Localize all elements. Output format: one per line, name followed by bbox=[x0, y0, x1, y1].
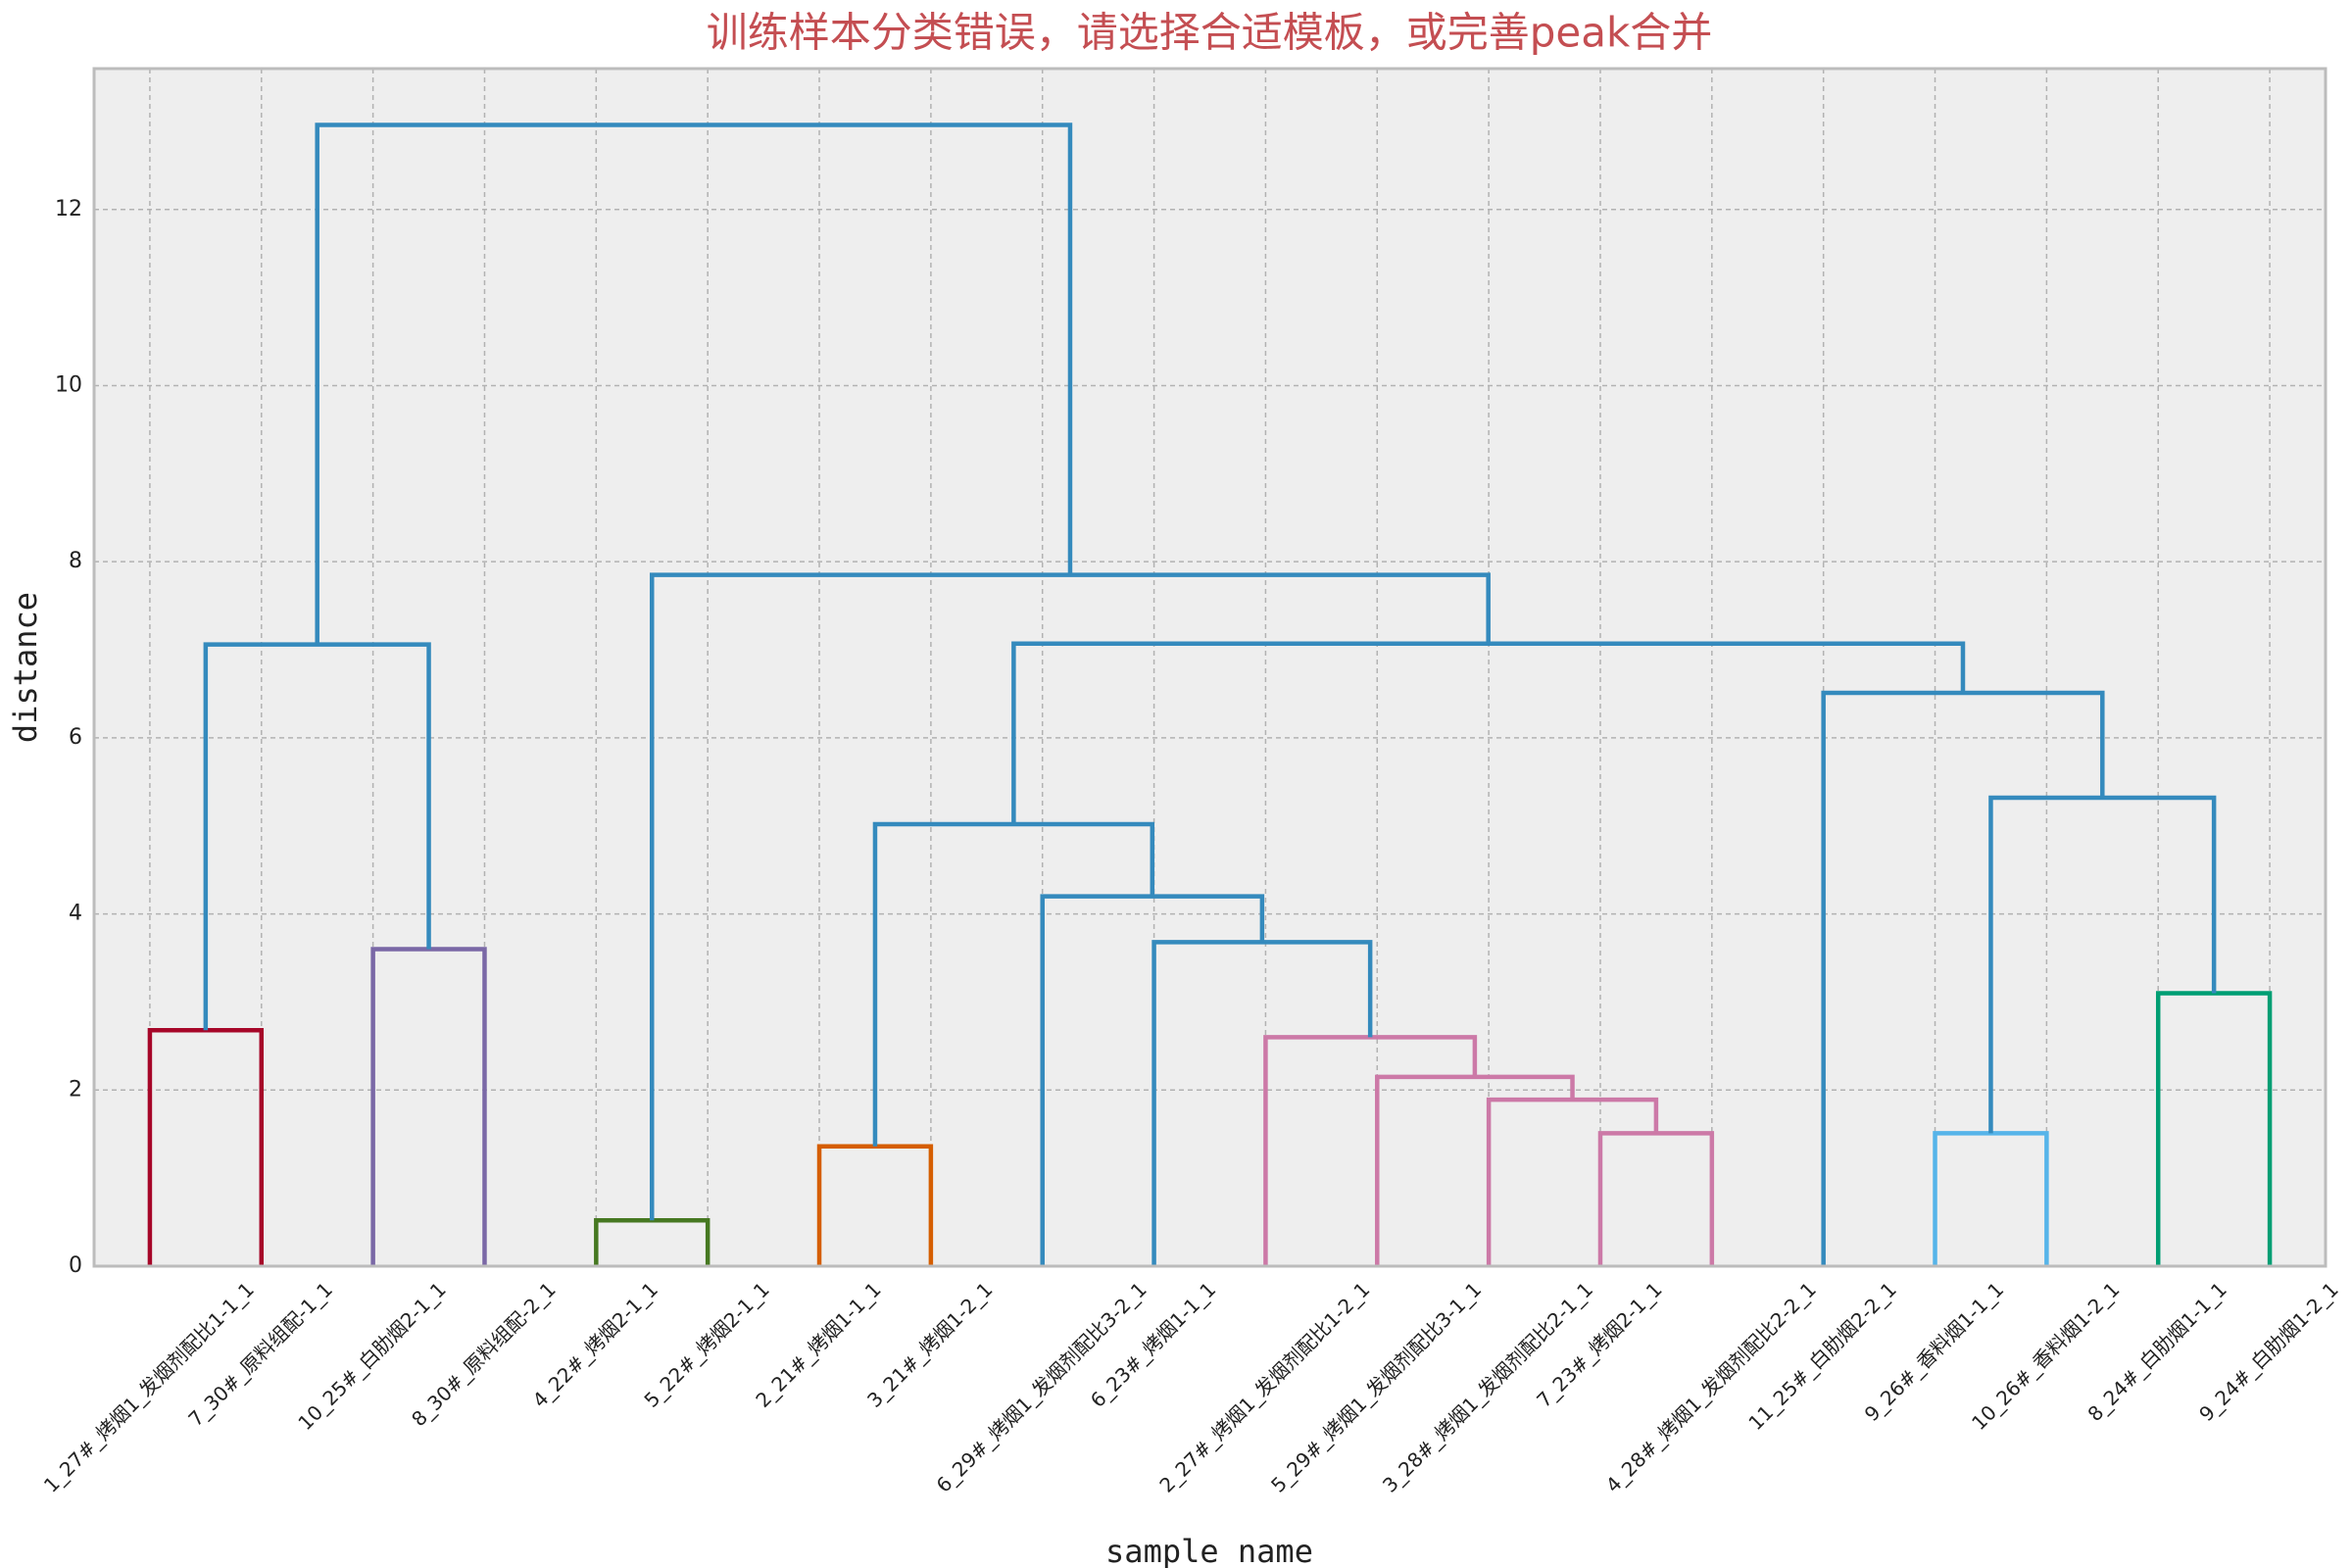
y-tick-label: 6 bbox=[69, 725, 82, 750]
y-axis-label: distance bbox=[7, 592, 44, 743]
chart-title: 训练样本分类错误，请选择合适模板，或完善peak合并 bbox=[707, 9, 1713, 57]
link bbox=[594, 1218, 710, 1266]
y-tick-label: 10 bbox=[55, 372, 82, 397]
y-tick-label: 0 bbox=[69, 1253, 82, 1278]
link bbox=[1040, 894, 1265, 1266]
plot-frame bbox=[92, 67, 2328, 1268]
y-tick-label: 2 bbox=[69, 1077, 82, 1102]
x-tick-label: 6_23#_烤烟1-1_1 bbox=[1086, 1278, 1220, 1412]
link bbox=[1486, 1097, 1659, 1266]
links bbox=[147, 122, 2273, 1266]
y-tick-label: 12 bbox=[55, 197, 82, 221]
link bbox=[1011, 641, 1966, 824]
x-tick-label: 3_21#_烤烟1-2_1 bbox=[862, 1278, 997, 1412]
y-tick-label: 8 bbox=[69, 549, 82, 573]
x-tick-label: 5_29#_烤烟1_发烟剂配比3-1_1 bbox=[1266, 1278, 1486, 1497]
link bbox=[315, 122, 1073, 645]
plot-background bbox=[94, 69, 2326, 1266]
x-tick-label: 7_23#_烤烟2-1_1 bbox=[1532, 1278, 1666, 1412]
link bbox=[2155, 991, 2273, 1266]
link bbox=[1375, 1074, 1575, 1266]
y-tick-label: 4 bbox=[69, 902, 82, 926]
x-axis-label: sample name bbox=[1105, 1533, 1313, 1568]
